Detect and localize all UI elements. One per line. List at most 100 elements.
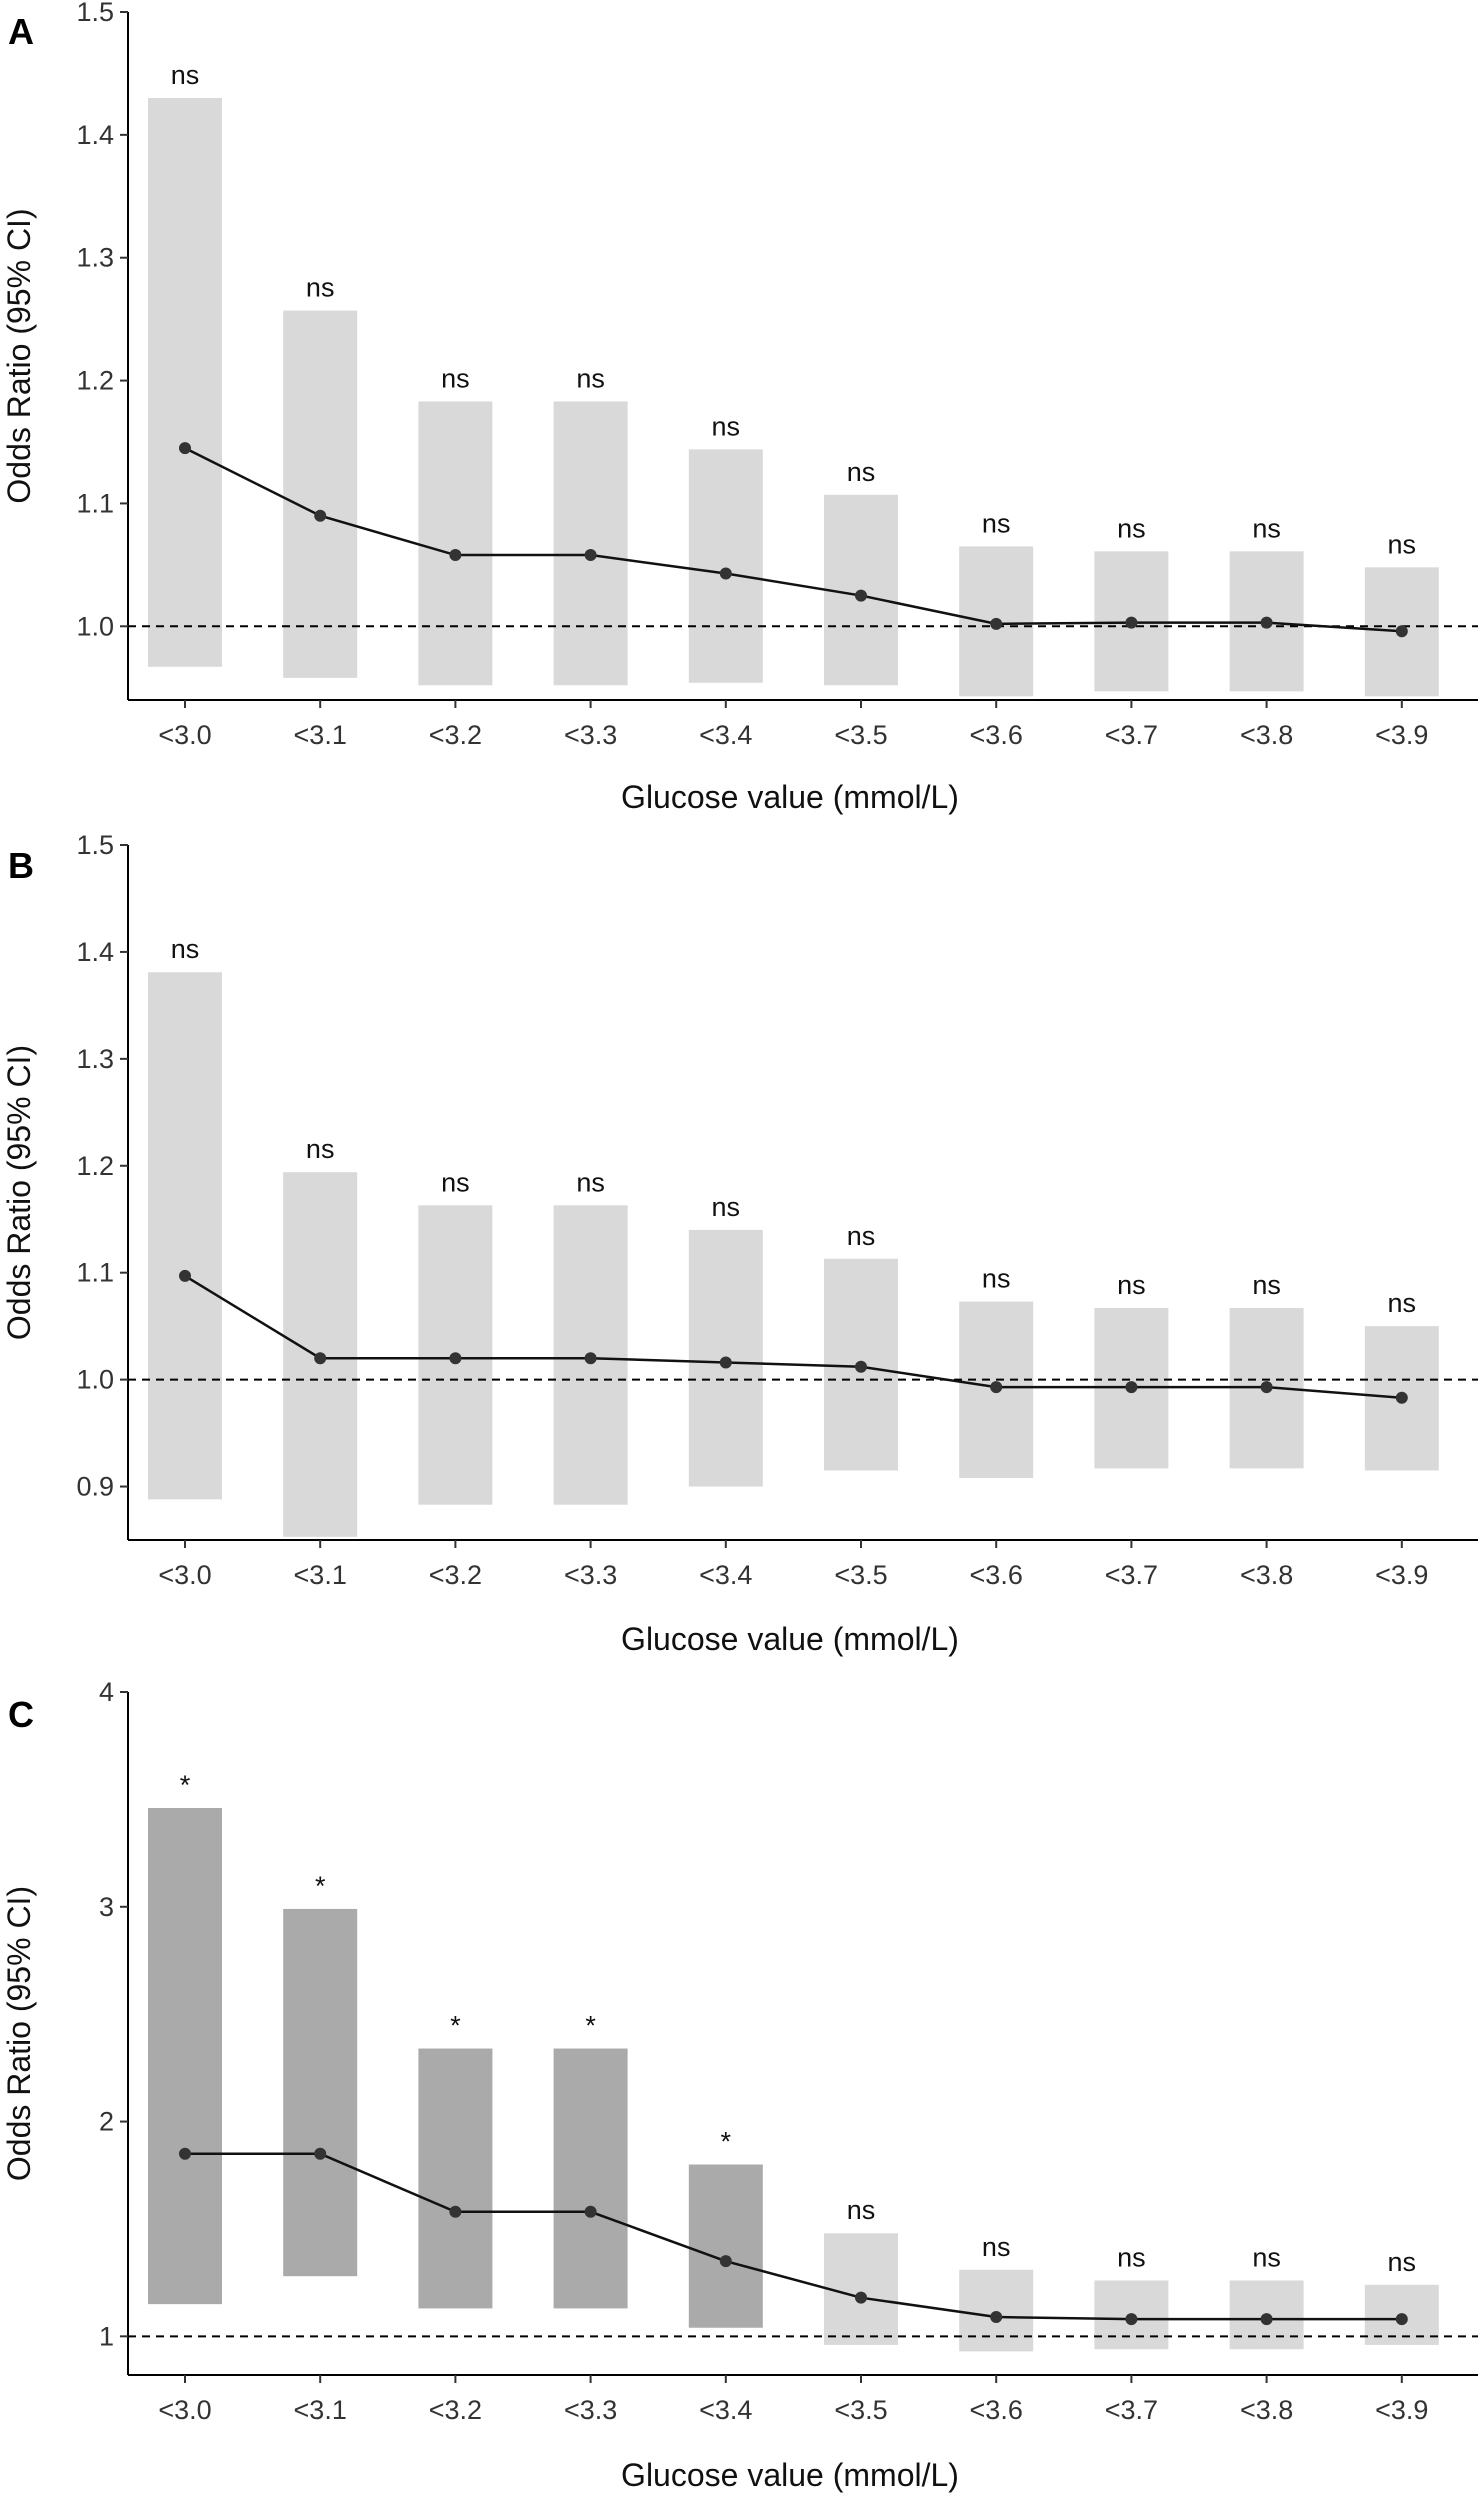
or-point: [719, 2255, 732, 2268]
y-tick-label: 1.2: [76, 366, 114, 396]
ci-bar: [688, 2164, 763, 2328]
or-point: [1395, 2313, 1408, 2326]
x-tick-label: <3.5: [834, 2395, 887, 2425]
y-tick-label: 1.4: [76, 937, 114, 967]
significance-label: ns: [847, 1221, 876, 1251]
or-point: [179, 2147, 191, 2160]
y-tick-label: 1.0: [76, 611, 114, 641]
x-tick-label: <3.7: [1105, 2395, 1158, 2425]
x-tick-label: <3.0: [158, 1560, 211, 1590]
or-point: [1125, 2313, 1138, 2326]
or-point: [314, 509, 327, 522]
significance-label: ns: [1117, 2242, 1146, 2272]
x-axis-title: Glucose value (mmol/L): [621, 1621, 959, 1657]
x-tick-label: <3.9: [1375, 2395, 1428, 2425]
x-tick-label: <3.2: [429, 2395, 482, 2425]
x-tick-label: <3.0: [158, 720, 211, 750]
or-point: [1125, 616, 1138, 629]
x-tick-label: <3.3: [564, 720, 617, 750]
significance-label: ns: [306, 1134, 335, 1164]
x-tick-label: <3.6: [970, 720, 1023, 750]
y-tick-label: 2: [99, 2107, 114, 2137]
x-tick-label: <3.8: [1240, 1560, 1293, 1590]
ci-bar: [283, 1908, 358, 2277]
significance-label: ns: [712, 1192, 741, 1222]
y-tick-label: 3: [99, 1892, 114, 1922]
or-point: [584, 2205, 597, 2218]
or-point: [719, 567, 732, 580]
or-point: [855, 589, 867, 602]
or-point: [179, 1269, 191, 1282]
y-tick-label: 0.9: [76, 1472, 114, 1502]
or-point: [990, 617, 1003, 630]
x-tick-label: <3.9: [1375, 720, 1428, 750]
y-tick-label: 1.5: [76, 0, 114, 27]
significance-label: ns: [982, 2232, 1011, 2262]
or-point: [990, 2311, 1003, 2324]
or-point: [1125, 1381, 1138, 1394]
x-tick-label: <3.8: [1240, 2395, 1293, 2425]
significance-label: ns: [306, 273, 335, 303]
chart-panel-b: Bns ns ns ns ns ns ns ns ns ns 0.9 1.0 1.1 1.2 1.3 1.4 1…: [1, 830, 1478, 1657]
y-tick-label: 1.1: [76, 488, 114, 518]
significance-label: ns: [1252, 513, 1281, 543]
y-tick-label: 1.4: [76, 120, 114, 150]
chart-panel-c: C * * * * * ns ns ns ns ns 1 2 3 4 <3.0 <3.1 <3.2 <3.3 <3.4…: [1, 1677, 1478, 2493]
significance-label: *: [585, 2011, 596, 2041]
significance-label: ns: [1252, 1270, 1281, 1300]
ci-bar: [148, 972, 222, 1500]
or-point: [855, 2291, 867, 2304]
significance-label: ns: [982, 1264, 1011, 1294]
or-point: [719, 1356, 732, 1369]
x-tick-label: <3.6: [970, 1560, 1023, 1590]
or-point: [1260, 1381, 1273, 1394]
or-point: [314, 1352, 327, 1365]
x-tick-label: <3.3: [564, 1560, 617, 1590]
or-point: [584, 1352, 597, 1365]
y-tick-label: 1.1: [76, 1258, 114, 1288]
significance-label: ns: [171, 60, 200, 90]
significance-label: ns: [441, 363, 470, 393]
x-tick-label: <3.5: [834, 720, 887, 750]
significance-label: ns: [576, 363, 605, 393]
or-point: [1260, 2313, 1273, 2326]
x-tick-label: <3.2: [429, 1560, 482, 1590]
or-line: [184, 1274, 1402, 1400]
or-point: [584, 549, 597, 562]
ci-bar: [418, 2048, 493, 2309]
y-tick-label: 1.0: [76, 1365, 114, 1395]
panel-label: B: [8, 845, 34, 886]
significance-label: ns: [441, 1167, 470, 1197]
y-tick-label: 1: [99, 2321, 114, 2351]
y-axis-title: Odds Ratio (95% CI): [1, 1045, 37, 1340]
y-axis-title: Odds Ratio (95% CI): [1, 208, 37, 503]
or-point: [314, 2147, 327, 2160]
x-tick-label: <3.4: [699, 1560, 752, 1590]
or-point: [449, 549, 462, 562]
x-tick-label: <3.5: [834, 1560, 887, 1590]
ci-bar: [688, 449, 763, 683]
ci-bar: [553, 2048, 628, 2309]
or-point: [1395, 625, 1408, 638]
ci-bar: [148, 1807, 222, 2305]
x-tick-label: <3.1: [294, 1560, 347, 1590]
x-axis-title: Glucose value (mmol/L): [621, 2457, 959, 2493]
chart-panel-a: Ans ns ns ns ns ns ns ns ns ns 1.0 1.1 1.2 1.3 1.4 1.5 <…: [1, 0, 1478, 815]
significance-label: ns: [847, 2195, 876, 2225]
significance-label: ns: [1117, 1270, 1146, 1300]
significance-label: ns: [1252, 2242, 1281, 2272]
significance-label: *: [180, 1770, 191, 1800]
x-tick-label: <3.3: [564, 2395, 617, 2425]
x-tick-label: <3.6: [970, 2395, 1023, 2425]
or-point: [1260, 616, 1273, 629]
or-point: [179, 442, 191, 455]
x-axis-title: Glucose value (mmol/L): [621, 779, 959, 815]
significance-label: ns: [1388, 2247, 1417, 2277]
x-tick-label: <3.4: [699, 2395, 752, 2425]
ci-bar: [959, 2269, 1034, 2352]
y-tick-label: 1.5: [76, 830, 114, 860]
y-tick-label: 1.3: [76, 243, 114, 273]
significance-label: ns: [1388, 1288, 1417, 1318]
significance-label: *: [721, 2127, 732, 2157]
ci-bar: [418, 401, 493, 686]
